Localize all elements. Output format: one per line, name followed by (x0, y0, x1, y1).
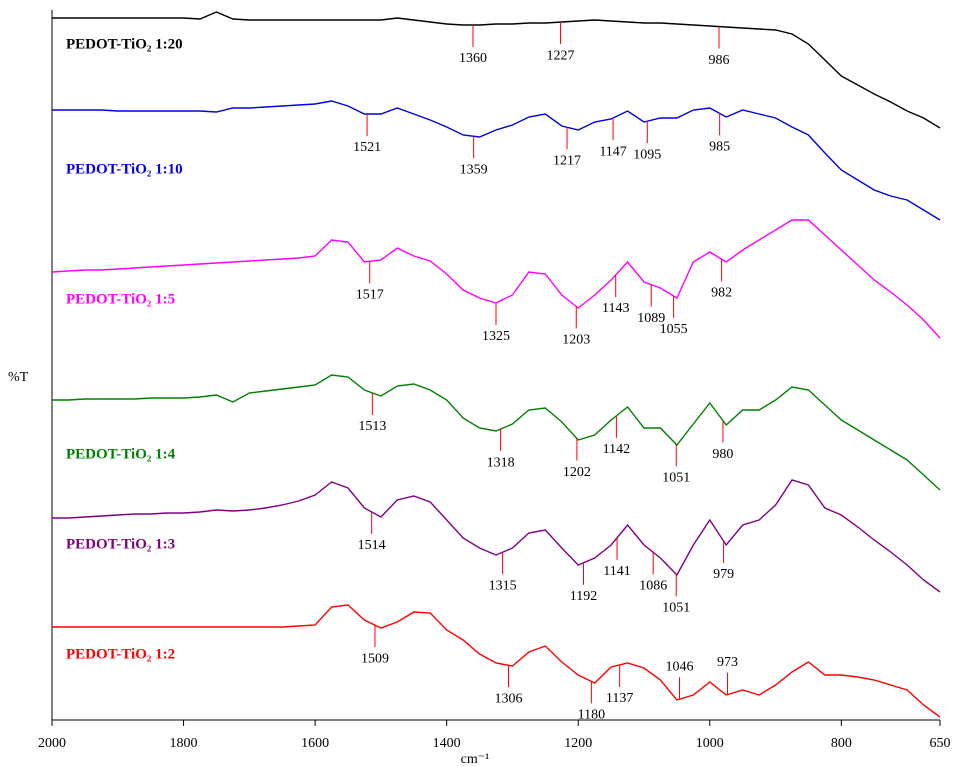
legend-label: PEDOT-TiO₂ 1:5 (66, 291, 175, 307)
peak-label: 973 (717, 655, 738, 670)
peak-label: 1051 (662, 471, 690, 486)
legend-label: PEDOT-TiO₂ 1:20 (66, 36, 183, 52)
peak-label: 1318 (487, 455, 515, 470)
x-tick-label: 1000 (696, 736, 724, 751)
peak-label: 1325 (482, 329, 510, 344)
x-tick-label: 2000 (38, 736, 66, 751)
peak-label: 1142 (603, 442, 630, 457)
x-axis-label: cm⁻¹ (461, 752, 490, 767)
peak-label: 986 (708, 53, 729, 68)
peak-label: 1086 (639, 578, 667, 593)
x-tick-label: 800 (831, 736, 852, 751)
spectrum-line (52, 11, 941, 129)
peak-label: 1517 (356, 288, 384, 303)
peak-label: 1227 (546, 48, 574, 63)
x-tick-label: 650 (930, 736, 951, 751)
legend-label: PEDOT-TiO₂ 1:10 (66, 161, 183, 177)
peak-label: 1143 (602, 301, 629, 316)
peak-label: 1192 (570, 589, 597, 604)
legend-label: PEDOT-TiO₂ 1:3 (66, 536, 175, 552)
peak-label: 1180 (578, 708, 605, 723)
peak-label: 1359 (460, 162, 488, 177)
peak-label: 980 (712, 447, 733, 462)
peak-label: 1513 (358, 419, 386, 434)
peak-label: 1360 (459, 51, 487, 66)
peak-label: 1055 (660, 322, 688, 337)
peak-label: 1147 (599, 144, 626, 159)
peak-label: 1202 (563, 465, 591, 480)
peak-label: 1051 (662, 601, 690, 616)
spectrum-line (52, 604, 941, 718)
x-tick-label: 1600 (301, 736, 329, 751)
peak-label: 1089 (637, 311, 665, 326)
spectrum-line (52, 374, 941, 491)
peak-label: 979 (713, 567, 734, 582)
peak-label: 1046 (666, 659, 694, 674)
x-tick-label: 1400 (433, 736, 461, 751)
y-axis-label: %T (8, 370, 29, 385)
peak-label: 1509 (361, 651, 389, 666)
peak-label: 1306 (494, 691, 522, 706)
peak-label: 1141 (603, 564, 630, 579)
peak-label: 1514 (358, 538, 386, 553)
peak-label: 1095 (633, 147, 661, 162)
peak-label: 1217 (553, 153, 581, 168)
peak-label: 985 (709, 140, 730, 155)
spectrum-line (52, 479, 941, 593)
spectrum-line (52, 100, 941, 221)
x-tick-label: 1200 (564, 736, 592, 751)
peak-label: 1137 (606, 691, 633, 706)
peak-label: 982 (711, 285, 732, 300)
peak-label: 1521 (353, 140, 381, 155)
legend-label: PEDOT-TiO₂ 1:4 (66, 446, 176, 462)
peak-label: 1203 (562, 333, 590, 348)
x-tick-label: 1800 (170, 736, 198, 751)
legend-label: PEDOT-TiO₂ 1:2 (66, 646, 175, 662)
peak-label: 1315 (489, 578, 517, 593)
